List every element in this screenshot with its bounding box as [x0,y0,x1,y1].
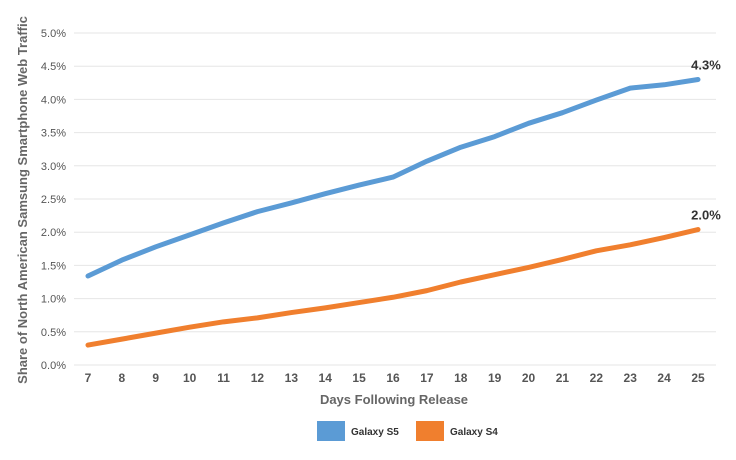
y-axis-title: Share of North American Samsung Smartpho… [15,16,30,384]
data-label-galaxy-s5: 4.3% [691,57,721,72]
series-line-galaxy-s5 [85,76,701,279]
x-tick-label: 9 [152,371,159,385]
x-tick-label: 25 [691,371,705,385]
x-tick-label: 23 [624,371,638,385]
x-tick-label: 13 [285,371,299,385]
series-lines [85,76,701,348]
gridlines [74,32,716,366]
legend-label-galaxy-s5: Galaxy S5 [351,427,399,438]
y-tick-label: 2.5% [41,194,66,206]
legend-swatch-galaxy-s5 [317,421,345,441]
x-tick-label: 19 [488,371,502,385]
x-tick-label: 12 [251,371,265,385]
series-line-galaxy-s4 [85,227,701,348]
y-tick-label: 4.5% [41,61,66,73]
x-tick-label: 18 [454,371,468,385]
y-tick-label: 0.5% [41,327,66,339]
x-tick-label: 15 [352,371,366,385]
x-tick-label: 7 [85,371,92,385]
x-tick-label: 10 [183,371,197,385]
y-tick-label: 1.5% [41,260,66,272]
legend-label-galaxy-s4: Galaxy S4 [450,427,498,438]
x-tick-label: 14 [319,371,333,385]
legend-swatch-galaxy-s4 [416,421,444,441]
x-tick-label: 21 [556,371,570,385]
legend: Galaxy S5 Galaxy S4 [317,421,498,441]
x-axis-ticks: 7 8 9 10 11 12 13 14 15 16 17 18 19 20 21 22 23 24 25 [85,371,705,385]
x-tick-label: 22 [590,371,604,385]
y-tick-label: 2.0% [41,227,66,239]
x-tick-label: 20 [522,371,536,385]
data-label-galaxy-s4: 2.0% [691,208,721,223]
end-labels: 4.3% 2.0% [691,57,721,222]
y-tick-label: 5.0% [41,28,66,40]
y-axis-ticks: 0.0% 0.5% 1.0% 1.5% 2.0% 2.5% 3.0% 3.5% 4.0% 4.5%… [41,28,66,372]
y-tick-label: 1.0% [41,294,66,306]
x-tick-label: 17 [420,371,434,385]
x-axis-title: Days Following Release [320,392,468,407]
x-tick-label: 16 [386,371,400,385]
x-tick-label: 8 [119,371,126,385]
y-tick-label: 4.0% [41,94,66,106]
y-tick-label: 3.5% [41,128,66,140]
y-tick-label: 3.0% [41,161,66,173]
x-tick-label: 11 [217,371,230,385]
x-tick-label: 24 [657,371,671,385]
y-tick-label: 0.0% [41,360,66,372]
